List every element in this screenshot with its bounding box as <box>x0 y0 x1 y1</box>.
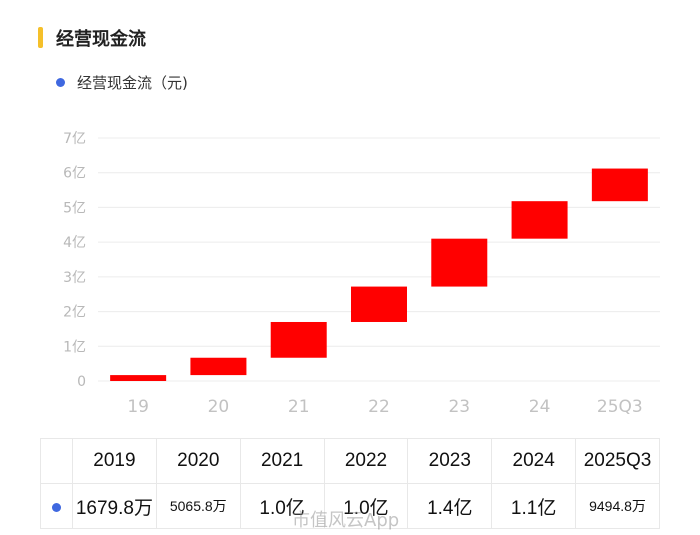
table-year-cell: 2019 <box>72 438 157 484</box>
chart-legend[interactable]: 经营现金流（元) <box>56 72 188 93</box>
table-year-cell: 2022 <box>323 438 409 484</box>
y-tick-label: 7亿 <box>63 131 86 147</box>
table-series-marker <box>40 483 73 529</box>
table-value-cell: 1.0亿 <box>323 483 409 529</box>
bar-24[interactable] <box>511 201 568 239</box>
x-tick-label: 19 <box>127 397 149 417</box>
title-accent-bar <box>38 27 43 48</box>
table-year-cell: 2024 <box>491 438 577 484</box>
grid-lines <box>98 137 660 382</box>
x-tick-label: 25Q3 <box>597 397 643 417</box>
y-axis-ticks: 0 1亿 2亿 3亿 4亿 5亿 6亿 7亿 <box>63 131 86 390</box>
table-year-cell: 2023 <box>407 438 493 484</box>
x-axis-ticks: 19 20 21 22 23 24 25Q3 <box>127 397 642 417</box>
table-year-cell: 2025Q3 <box>575 438 660 484</box>
table-value-cell: 5065.8万 <box>155 483 241 529</box>
x-tick-label: 22 <box>368 397 390 417</box>
table-row-years: 2019 2020 2021 2022 2023 2024 2025Q3 <box>40 438 660 484</box>
x-tick-label: 24 <box>529 397 551 417</box>
legend-dot-icon <box>56 78 65 87</box>
y-tick-label: 1亿 <box>63 339 86 355</box>
waterfall-chart: 0 1亿 2亿 3亿 4亿 5亿 6亿 7亿 19 20 21 22 23 24 25Q3 <box>63 131 660 417</box>
bars <box>110 168 648 381</box>
bar-20[interactable] <box>190 357 247 376</box>
x-tick-label: 20 <box>208 397 230 417</box>
table-year-cell: 2021 <box>239 438 325 484</box>
page-title: 经营现金流 <box>56 29 146 50</box>
table-value-cell: 1679.8万 <box>72 483 157 529</box>
table-corner-cell <box>40 438 73 484</box>
table-row-values: 1679.8万 5065.8万 1.0亿 1.0亿 1.4亿 1.1亿 9494… <box>40 483 660 529</box>
x-tick-label: 21 <box>288 397 310 417</box>
y-tick-label: 2亿 <box>63 305 86 321</box>
table-value-cell: 1.4亿 <box>407 483 493 529</box>
table-value-cell: 9494.8万 <box>575 483 660 529</box>
watermark: 市值风云App <box>292 510 400 531</box>
bar-19[interactable] <box>110 375 167 381</box>
y-tick-label: 0 <box>77 374 86 390</box>
y-tick-label: 6亿 <box>63 166 86 182</box>
bar-23[interactable] <box>431 238 488 287</box>
series-dot-icon <box>52 502 61 512</box>
bar-22[interactable] <box>351 286 407 322</box>
table-year-cell: 2020 <box>155 438 241 484</box>
y-tick-label: 5亿 <box>63 200 86 216</box>
y-tick-label: 3亿 <box>63 270 86 286</box>
table-value-cell: 1.0亿 <box>239 483 325 529</box>
bar-21[interactable] <box>270 321 327 358</box>
bar-25Q3[interactable] <box>591 168 648 202</box>
table-value-cell: 1.1亿 <box>491 483 577 529</box>
x-tick-label: 23 <box>448 397 470 417</box>
y-tick-label: 4亿 <box>63 235 86 251</box>
legend-label: 经营现金流（元) <box>77 74 188 92</box>
data-table: 2019 2020 2021 2022 2023 2024 2025Q3 167… <box>40 438 660 529</box>
